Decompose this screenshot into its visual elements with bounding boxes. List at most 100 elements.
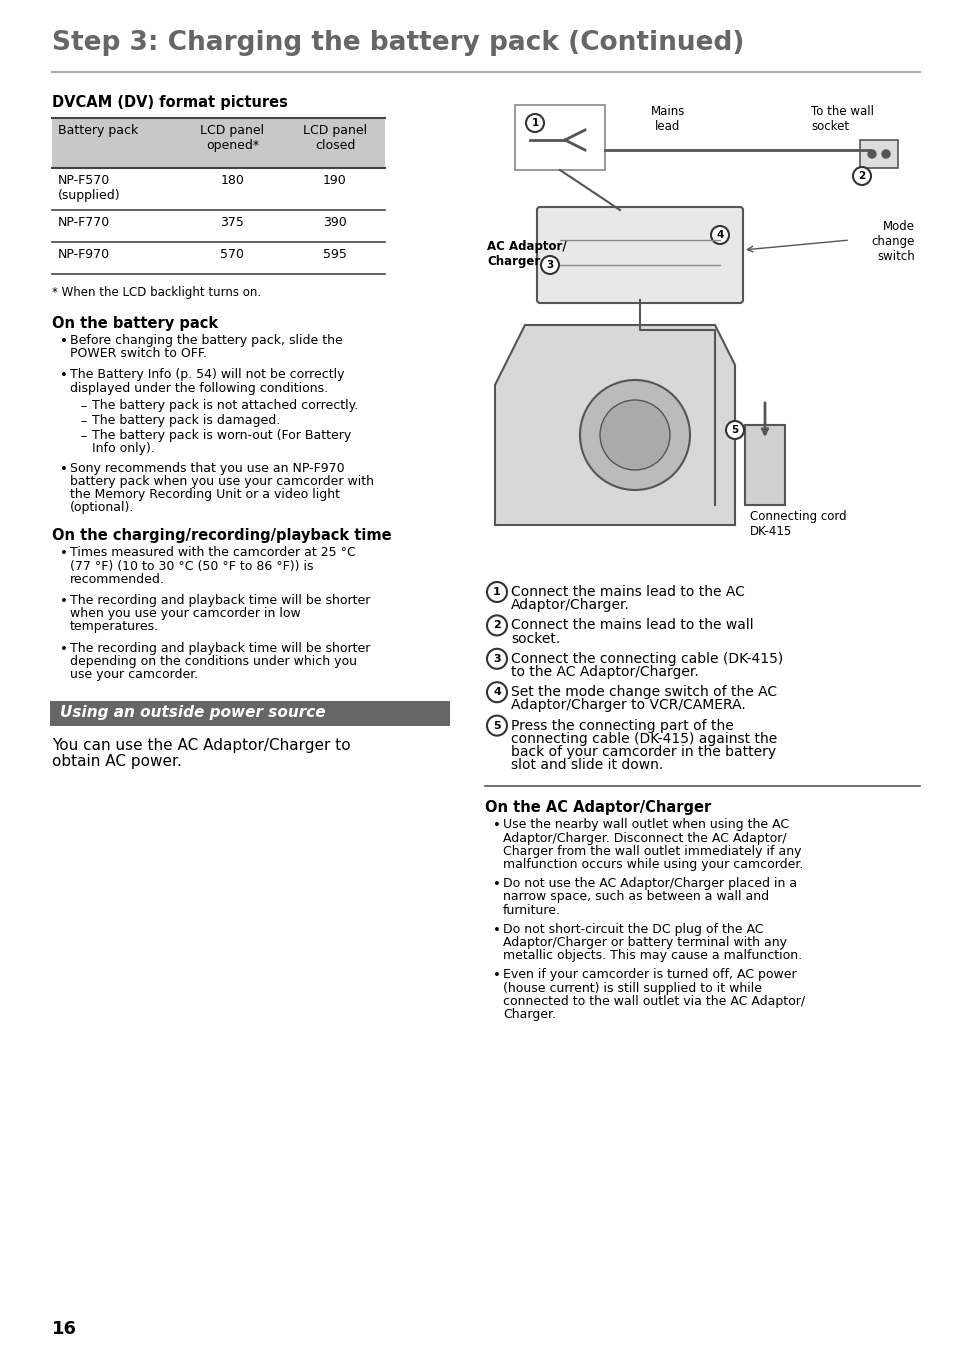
Text: Even if your camcorder is turned off, AC power: Even if your camcorder is turned off, AC… — [502, 969, 796, 981]
Text: Adaptor/Charger or battery terminal with any: Adaptor/Charger or battery terminal with… — [502, 936, 786, 949]
Text: recommended.: recommended. — [70, 573, 165, 586]
Text: 190: 190 — [323, 174, 347, 187]
Text: 570: 570 — [220, 248, 244, 261]
Text: battery pack when you use your camcorder with: battery pack when you use your camcorder… — [70, 475, 374, 487]
Text: 5: 5 — [493, 721, 500, 730]
Text: DVCAM (DV) format pictures: DVCAM (DV) format pictures — [52, 95, 288, 110]
Text: Times measured with the camcorder at 25 °C: Times measured with the camcorder at 25 … — [70, 547, 355, 559]
Circle shape — [486, 649, 506, 669]
Text: Adaptor/Charger. Disconnect the AC Adaptor/: Adaptor/Charger. Disconnect the AC Adapt… — [502, 832, 786, 844]
Text: To the wall
socket: To the wall socket — [810, 104, 873, 133]
Text: Using an outside power source: Using an outside power source — [60, 706, 325, 721]
Text: Connect the connecting cable (DK-415): Connect the connecting cable (DK-415) — [511, 651, 782, 666]
Text: Before changing the battery pack, slide the: Before changing the battery pack, slide … — [70, 334, 342, 347]
Text: malfunction occurs while using your camcorder.: malfunction occurs while using your camc… — [502, 858, 802, 871]
Text: displayed under the following conditions.: displayed under the following conditions… — [70, 381, 328, 395]
Text: depending on the conditions under which you: depending on the conditions under which … — [70, 655, 356, 668]
Circle shape — [486, 715, 506, 735]
Text: Do not use the AC Adaptor/Charger placed in a: Do not use the AC Adaptor/Charger placed… — [502, 877, 797, 890]
Text: Step 3: Charging the battery pack (Continued): Step 3: Charging the battery pack (Conti… — [52, 30, 743, 56]
Text: 5: 5 — [731, 425, 738, 436]
Text: Mode
change
switch: Mode change switch — [871, 220, 914, 263]
Bar — [744, 425, 784, 505]
Text: On the AC Adaptor/Charger: On the AC Adaptor/Charger — [484, 801, 711, 816]
Polygon shape — [495, 324, 734, 525]
Text: Adaptor/Charger to VCR/CAMERA.: Adaptor/Charger to VCR/CAMERA. — [511, 699, 745, 712]
Text: 2: 2 — [858, 171, 864, 180]
Bar — [52, 118, 385, 168]
Text: 2: 2 — [493, 620, 500, 631]
Text: Battery pack: Battery pack — [58, 123, 138, 137]
Text: •: • — [60, 369, 68, 383]
Text: * When the LCD backlight turns on.: * When the LCD backlight turns on. — [52, 286, 261, 299]
Text: Mains
lead: Mains lead — [650, 104, 684, 133]
Circle shape — [486, 582, 506, 603]
Text: 375: 375 — [220, 216, 244, 229]
Text: The recording and playback time will be shorter: The recording and playback time will be … — [70, 642, 370, 654]
Text: POWER switch to OFF.: POWER switch to OFF. — [70, 347, 207, 360]
Text: 180: 180 — [220, 174, 244, 187]
Text: •: • — [493, 878, 500, 892]
Text: Press the connecting part of the: Press the connecting part of the — [511, 719, 733, 733]
Text: (house current) is still supplied to it while: (house current) is still supplied to it … — [502, 981, 761, 995]
Text: connected to the wall outlet via the AC Adaptor/: connected to the wall outlet via the AC … — [502, 995, 804, 1008]
Text: Sony recommends that you use an NP-F970: Sony recommends that you use an NP-F970 — [70, 461, 344, 475]
Text: 1: 1 — [531, 118, 538, 128]
Text: LCD panel
opened*: LCD panel opened* — [200, 123, 264, 152]
Text: Connecting cord
DK-415: Connecting cord DK-415 — [749, 510, 845, 537]
Text: •: • — [493, 924, 500, 936]
Circle shape — [710, 227, 728, 244]
Text: 4: 4 — [716, 229, 723, 240]
Circle shape — [852, 167, 870, 185]
Text: Info only).: Info only). — [91, 442, 154, 456]
Circle shape — [540, 256, 558, 274]
Text: back of your camcorder in the battery: back of your camcorder in the battery — [511, 745, 776, 759]
Text: •: • — [60, 335, 68, 347]
Text: 390: 390 — [323, 216, 347, 229]
Text: –: – — [80, 415, 86, 427]
Text: •: • — [493, 969, 500, 982]
Text: the Memory Recording Unit or a video light: the Memory Recording Unit or a video lig… — [70, 489, 339, 501]
Text: NP-F970: NP-F970 — [58, 248, 110, 261]
Text: (optional).: (optional). — [70, 501, 134, 514]
Text: socket.: socket. — [511, 631, 559, 646]
Circle shape — [725, 421, 743, 440]
Text: temperatures.: temperatures. — [70, 620, 159, 634]
Text: NP-F770: NP-F770 — [58, 216, 111, 229]
Text: (77 °F) (10 to 30 °C (50 °F to 86 °F)) is: (77 °F) (10 to 30 °C (50 °F to 86 °F)) i… — [70, 559, 314, 573]
Circle shape — [486, 683, 506, 702]
Text: Adaptor/Charger.: Adaptor/Charger. — [511, 598, 629, 612]
Text: to the AC Adaptor/Charger.: to the AC Adaptor/Charger. — [511, 665, 698, 678]
Text: AC Adaptor/
Charger: AC Adaptor/ Charger — [486, 240, 566, 267]
Circle shape — [867, 151, 875, 157]
Text: slot and slide it down.: slot and slide it down. — [511, 759, 662, 772]
Text: –: – — [80, 400, 86, 413]
Text: 595: 595 — [323, 248, 347, 261]
Bar — [859, 140, 897, 168]
Text: connecting cable (DK-415) against the: connecting cable (DK-415) against the — [511, 731, 777, 746]
Text: You can use the AC Adaptor/Charger to: You can use the AC Adaptor/Charger to — [52, 738, 351, 753]
Text: •: • — [493, 820, 500, 832]
Text: Set the mode change switch of the AC: Set the mode change switch of the AC — [511, 685, 777, 699]
Text: The Battery Info (p. 54) will not be correctly: The Battery Info (p. 54) will not be cor… — [70, 368, 344, 381]
Text: narrow space, such as between a wall and: narrow space, such as between a wall and — [502, 890, 768, 904]
Text: 16: 16 — [52, 1320, 77, 1338]
Text: Use the nearby wall outlet when using the AC: Use the nearby wall outlet when using th… — [502, 818, 788, 832]
Text: The battery pack is worn-out (For Battery: The battery pack is worn-out (For Batter… — [91, 429, 351, 442]
Circle shape — [882, 151, 889, 157]
Bar — [50, 702, 450, 726]
Text: LCD panel
closed: LCD panel closed — [303, 123, 367, 152]
Text: The recording and playback time will be shorter: The recording and playback time will be … — [70, 594, 370, 607]
Circle shape — [486, 616, 506, 635]
FancyBboxPatch shape — [537, 208, 742, 303]
Text: The battery pack is damaged.: The battery pack is damaged. — [91, 414, 280, 427]
Text: Charger from the wall outlet immediately if any: Charger from the wall outlet immediately… — [502, 845, 801, 858]
Text: 1: 1 — [493, 588, 500, 597]
Text: use your camcorder.: use your camcorder. — [70, 668, 198, 681]
Text: •: • — [60, 547, 68, 560]
Text: 3: 3 — [493, 654, 500, 664]
Text: Connect the mains lead to the AC: Connect the mains lead to the AC — [511, 585, 744, 598]
Text: •: • — [60, 463, 68, 475]
Text: 4: 4 — [493, 687, 500, 697]
Text: NP-F570
(supplied): NP-F570 (supplied) — [58, 174, 120, 202]
